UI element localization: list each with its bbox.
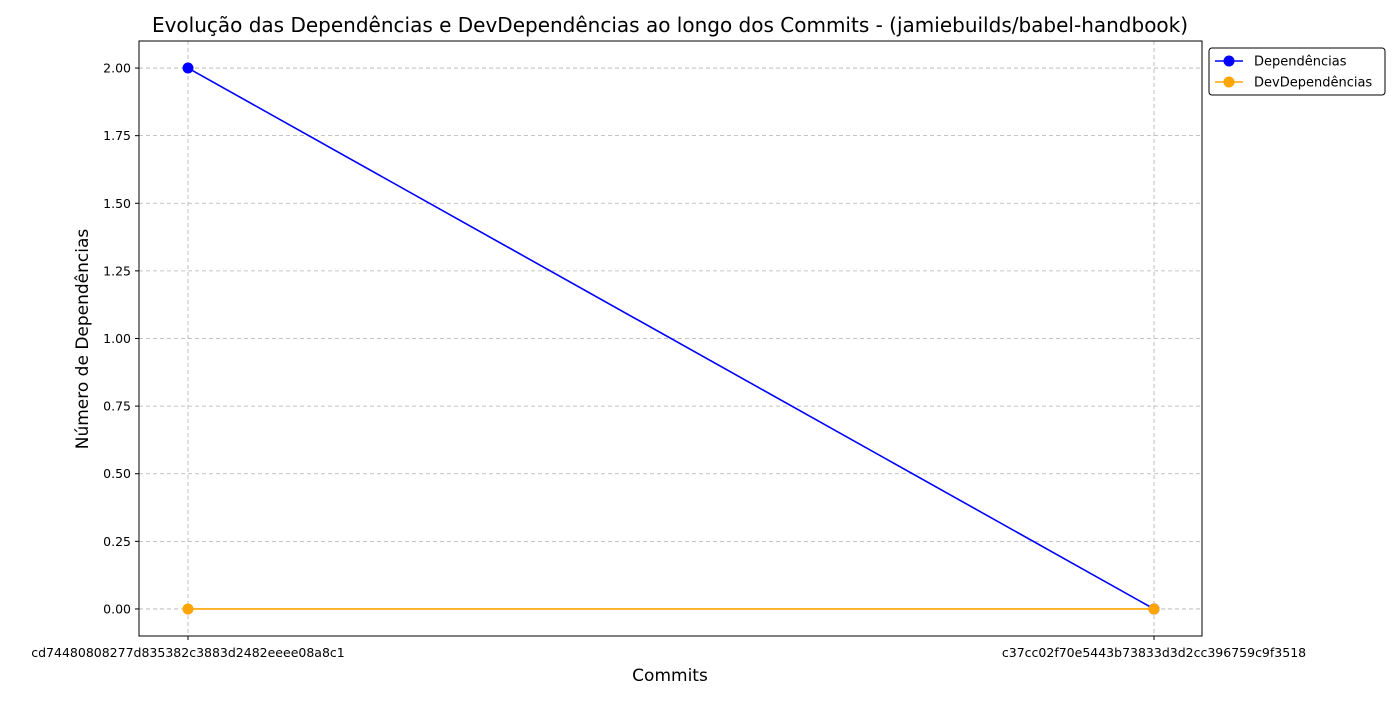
y-tick-label: 2.00 [103, 61, 131, 76]
legend: Dependências DevDependências [1208, 47, 1386, 96]
series-layer [182, 62, 1160, 615]
y-tick-label: 1.50 [103, 196, 131, 211]
legend-frame [1208, 47, 1386, 96]
y-tick-label: 1.00 [103, 331, 131, 346]
y-tick-label: 0.75 [103, 399, 131, 414]
grid-layer [139, 41, 1202, 636]
series-2-point [182, 603, 194, 615]
y-tick-label: 0.00 [103, 601, 131, 616]
y-tick-label: 1.25 [103, 263, 131, 278]
tick-layer: 0.00 0.25 0.50 0.75 1.00 1.25 1.50 1.75 2.00 cd74… [31, 61, 1306, 660]
y-axis-label: Número de Dependências [73, 229, 93, 450]
series-line-1 [187, 67, 1155, 610]
series-2-point [1148, 603, 1160, 615]
series-1-point [182, 62, 194, 74]
legend-label-1: Dependências [1254, 55, 1347, 70]
y-tick-label: 0.25 [103, 534, 131, 549]
x-tick-label: cd74480808277d835382c3883d2482eeee08a8c1 [31, 645, 344, 660]
x-axis-label: Commits [632, 666, 708, 686]
chart-title: Evolução das Dependências e DevDependênc… [152, 13, 1188, 37]
legend-marker-1 [1223, 55, 1235, 67]
y-tick-label: 0.50 [103, 466, 131, 481]
x-tick-label: c37cc02f70e5443b73833d3d2cc396759c9f3518 [1002, 645, 1306, 660]
legend-label-2: DevDependências [1254, 76, 1372, 91]
legend-marker-2 [1223, 76, 1235, 88]
y-tick-label: 1.75 [103, 128, 131, 143]
